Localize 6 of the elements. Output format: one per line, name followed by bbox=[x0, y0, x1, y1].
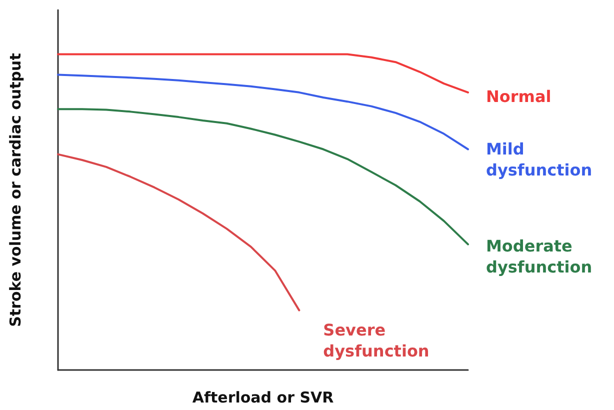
series-label: Mild dysfunction bbox=[486, 139, 592, 180]
y-axis-title: Stroke volume or cardiac output bbox=[6, 53, 24, 327]
series-label: Moderate dysfunction bbox=[486, 236, 592, 276]
series-label: Severe dysfunction bbox=[323, 320, 430, 360]
x-axis-title: Afterload or SVR bbox=[192, 388, 334, 406]
series-label: Normal bbox=[486, 86, 552, 106]
